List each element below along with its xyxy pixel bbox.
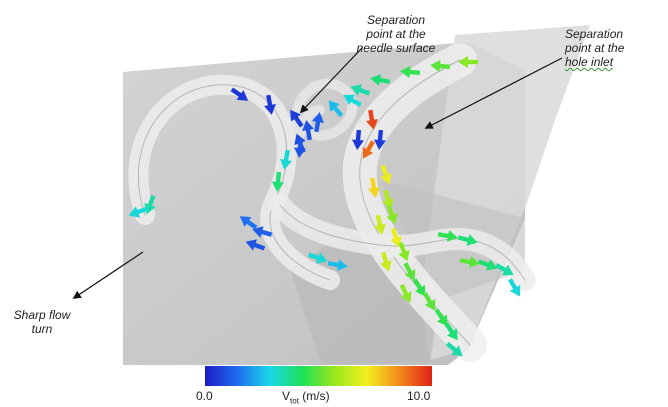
velocity-arrow (352, 129, 364, 150)
velocity-arrow (380, 164, 392, 185)
leader-line-needle (299, 47, 363, 114)
velocity-arrow (374, 214, 386, 235)
velocity-arrow (272, 171, 284, 192)
annotation-line: Separation (366, 13, 426, 27)
streamline-lower-sweep-core (279, 204, 526, 281)
annotation-line: Sharp flow (13, 308, 71, 322)
colorbar (205, 366, 432, 386)
colorbar-max-label: 10.0 (407, 389, 431, 403)
annotation-line: Separation (565, 27, 624, 41)
velocity-arrow (350, 84, 371, 96)
velocity-arrow (508, 278, 521, 297)
velocity-arrow (312, 112, 324, 133)
annotation-line: point at the (565, 41, 625, 55)
velocity-arrow (230, 87, 249, 101)
velocity-arrow (128, 206, 149, 218)
streamline-loop-left-core (137, 84, 331, 281)
needle-shadow-region (290, 230, 440, 365)
velocity-arrow (327, 259, 348, 271)
velocity-arrow (264, 94, 276, 115)
velocity-arrow (459, 256, 480, 268)
velocity-arrow (280, 149, 292, 170)
annotation-line: hole inlet (565, 55, 614, 69)
velocity-arrow (239, 216, 258, 230)
velocity-arrow (290, 109, 304, 128)
velocity-arrow (380, 251, 392, 272)
velocity-arrow (343, 94, 362, 107)
velocity-arrow (294, 137, 306, 158)
colorbar-min-label: 0.0 (196, 389, 213, 403)
colorbar-unit: (m/s) (302, 389, 330, 403)
colorbar-quantity-subscript: tot (290, 396, 299, 406)
annotation-flow-turn: Sharp flow turn (4, 308, 80, 336)
leader-line-hole (424, 57, 563, 129)
velocity-arrow (374, 129, 386, 150)
velocity-vectors (128, 56, 521, 357)
velocity-arrow (403, 262, 416, 281)
annotation-line: needle surface (356, 41, 436, 55)
velocity-arrow (412, 278, 426, 297)
velocity-arrow (445, 341, 463, 357)
velocity-arrow (444, 322, 458, 341)
velocity-arrow (302, 120, 314, 141)
velocity-arrow (368, 177, 380, 198)
velocity-arrow (390, 227, 402, 248)
annotation-needle-separation: Separation point at the needle surface (336, 13, 456, 55)
velocity-arrow (398, 241, 410, 262)
velocity-arrow (477, 259, 498, 271)
velocity-arrow (400, 66, 421, 78)
velocity-arrow (245, 239, 266, 251)
colorbar-quantity-symbol: V (282, 389, 291, 403)
annotation-hole-separation: Separation point at the hole inlet (565, 27, 668, 69)
velocity-arrow (495, 263, 514, 276)
colorbar-quantity-label: Vtot (m/s) (282, 389, 330, 405)
velocity-arrow (399, 284, 412, 303)
velocity-arrow (423, 292, 436, 311)
velocity-arrow (457, 234, 478, 246)
velocity-arrow (458, 56, 478, 68)
velocity-arrow (362, 140, 375, 159)
velocity-arrow (328, 100, 344, 118)
velocity-arrow (430, 60, 451, 72)
velocity-arrow (434, 308, 448, 327)
velocity-arrow (366, 109, 378, 130)
annotation-line: point at the (366, 27, 426, 41)
leader-line-turn (72, 251, 144, 299)
annotation-line: turn (31, 322, 53, 336)
velocity-arrow (144, 194, 156, 215)
velocity-arrow (370, 74, 391, 86)
velocity-arrow (437, 230, 458, 242)
velocity-arrow (386, 204, 398, 225)
velocity-arrow (307, 252, 328, 264)
